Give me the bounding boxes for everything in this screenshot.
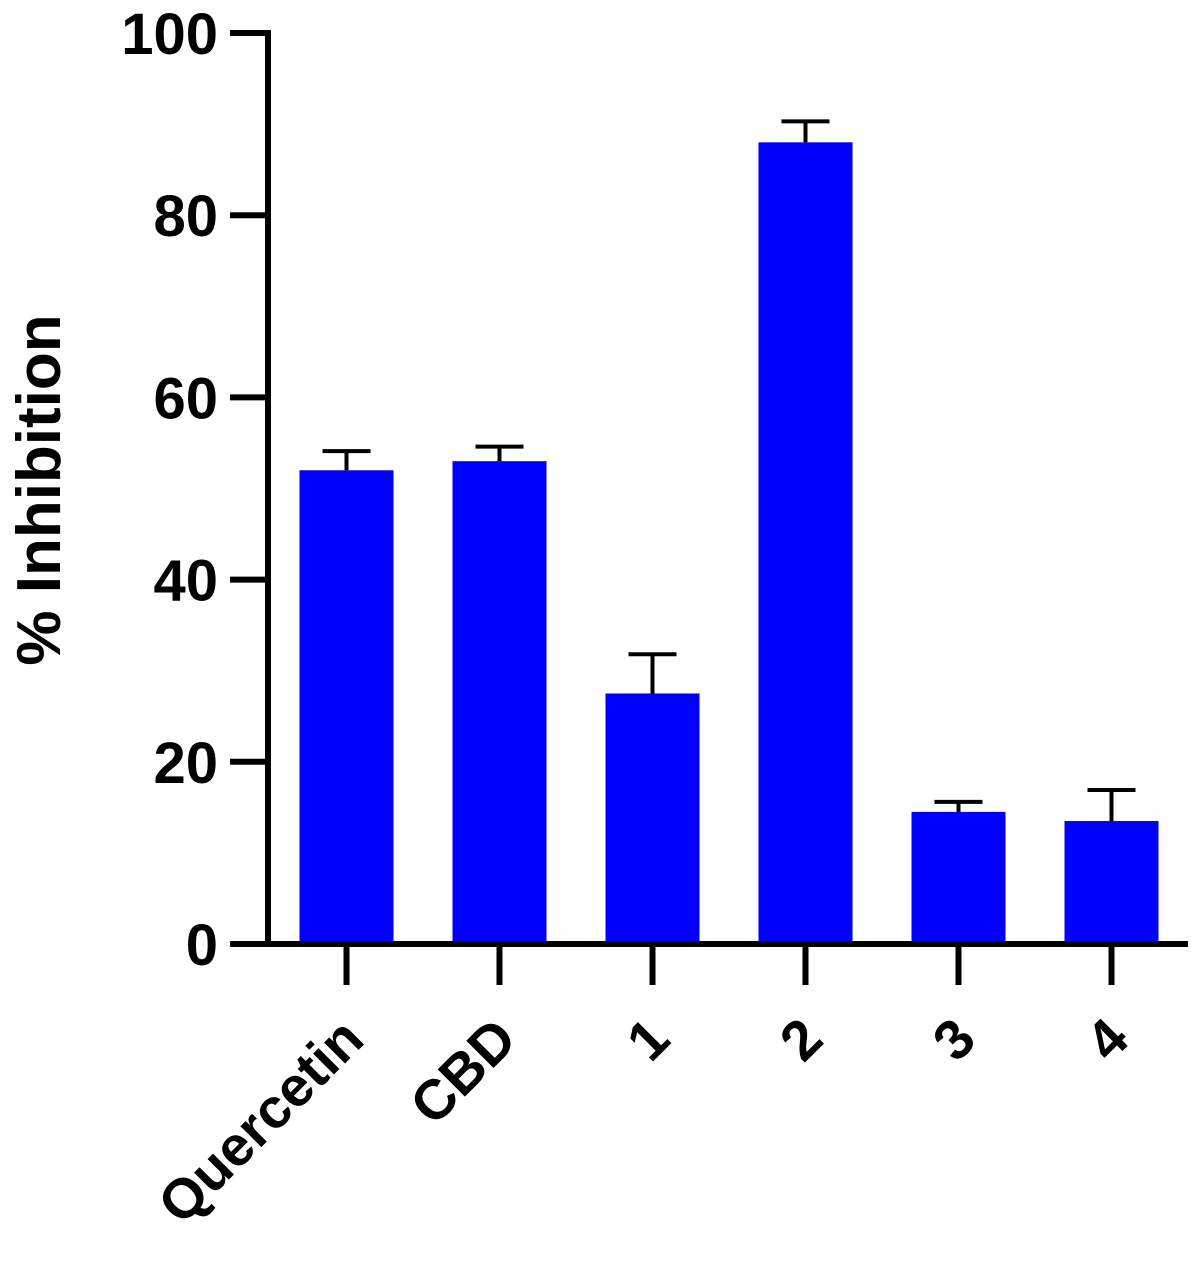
y-tick-label: 60 [153, 366, 218, 431]
y-tick-label: 100 [121, 2, 218, 67]
bars-group [299, 142, 1159, 944]
x-tick-label: 2 [767, 1006, 834, 1073]
bar [911, 811, 1006, 944]
x-tick-label: 4 [1073, 1006, 1140, 1073]
bar [605, 693, 700, 944]
x-axis-ticks: Quercetin CBD 1 2 3 4 [146, 944, 1140, 1235]
y-axis-title: % Inhibition [5, 314, 74, 665]
x-tick-label: CBD [398, 1006, 528, 1136]
x-tick-label: 1 [614, 1006, 681, 1073]
y-tick-label: 40 [153, 549, 218, 614]
bar [452, 461, 547, 944]
y-tick-label: 20 [153, 731, 218, 796]
y-tick-label: 0 [186, 913, 218, 978]
x-tick-label: Quercetin [146, 1006, 375, 1235]
bar [299, 470, 394, 944]
bar [758, 142, 853, 944]
y-axis-ticks: 0 20 40 60 80 100 [121, 2, 268, 978]
y-tick-label: 80 [153, 184, 218, 249]
error-bars-group [322, 119, 1136, 822]
x-tick-label: 3 [920, 1006, 987, 1073]
bar [1064, 821, 1159, 944]
